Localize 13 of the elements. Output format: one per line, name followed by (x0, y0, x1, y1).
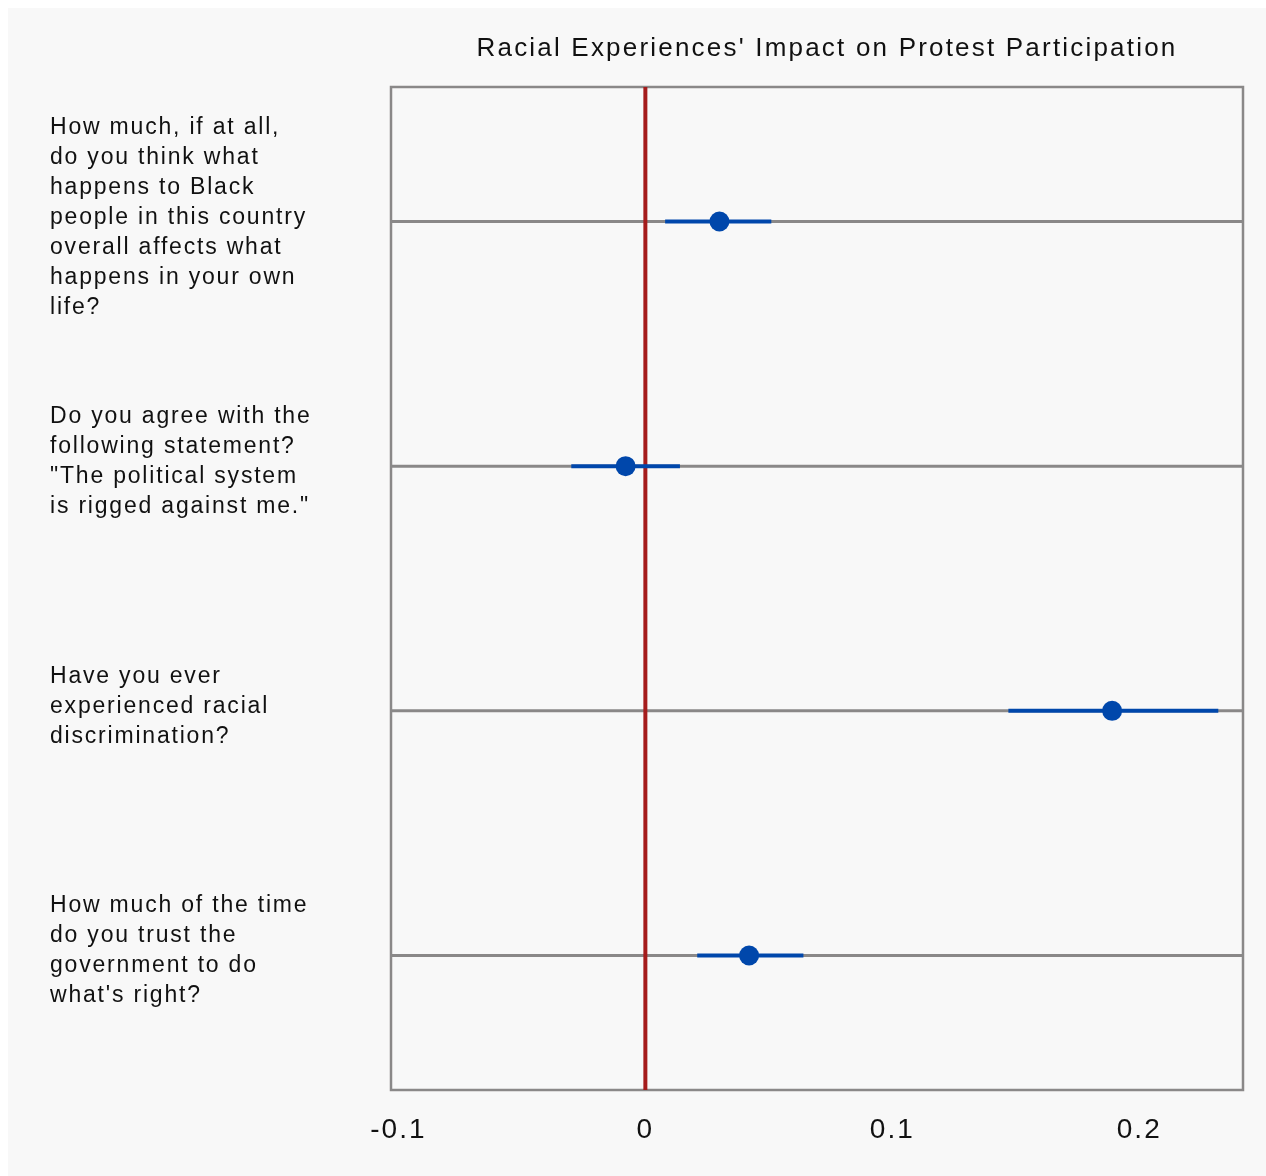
y-tick-label: How much of the time do you trust the government to do what's right? (49, 891, 309, 1008)
point (709, 211, 730, 232)
y-tick-label: How much, if at all, do you think what happens to Black people in this country overall affects what happens in your own life? (50, 112, 307, 319)
point (1102, 700, 1123, 721)
x-tick-label: 0.2 (1116, 1113, 1162, 1144)
x-tick-label: -0.1 (370, 1113, 427, 1144)
chart-title: Racial Experiences' Impact on Protest Participation (476, 32, 1178, 62)
point (615, 456, 636, 477)
y-tick-label: Have you ever experienced racial discrimination? (50, 661, 270, 748)
y-tick-label: Do you agree with the following statement? "The political system is rigged against me." (50, 402, 312, 519)
point (739, 945, 760, 966)
x-tick-label: 0.1 (869, 1113, 915, 1144)
x-tick-label: 0 (636, 1113, 655, 1144)
